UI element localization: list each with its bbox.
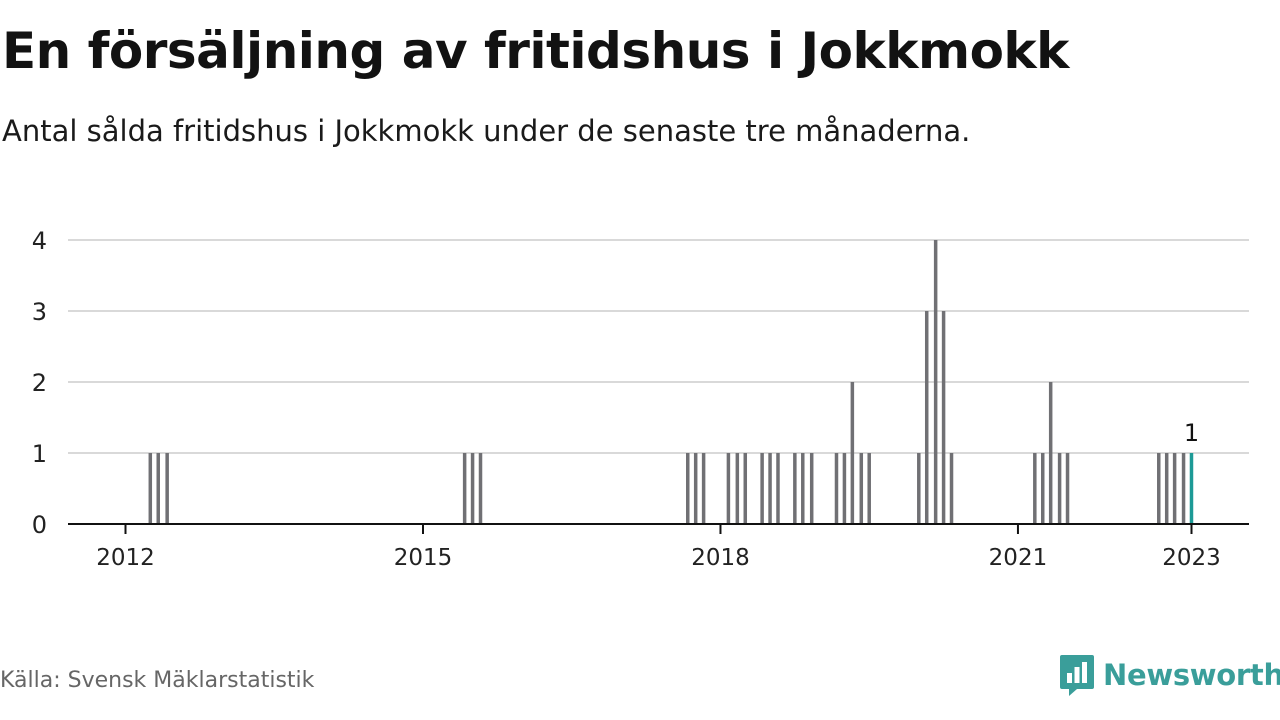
- chart-title: En försäljning av fritidshus i Jokkmokk: [2, 22, 1069, 80]
- bar: [933, 240, 938, 524]
- bar: [1181, 453, 1186, 524]
- bar: [693, 453, 698, 524]
- bar: [1065, 453, 1070, 524]
- bar-chart: 0 1 2 3 4 1 2012 2015 2018 2021 2023: [32, 227, 1249, 571]
- bar: [917, 453, 921, 524]
- y-tick-label: 1: [32, 440, 47, 468]
- bar: [1164, 453, 1169, 524]
- bar: [924, 311, 929, 524]
- brand-logo: Newsworthy: [1059, 653, 1280, 697]
- bar: [701, 453, 706, 524]
- bar: [850, 382, 855, 524]
- bar: [768, 453, 772, 524]
- bar: [776, 453, 780, 524]
- brand-name: Newsworthy: [1103, 658, 1280, 692]
- bar: [949, 453, 954, 524]
- bar: [801, 453, 805, 524]
- bar: [867, 453, 871, 524]
- chart-subtitle: Antal sålda fritidshus i Jokkmokk under …: [2, 114, 971, 148]
- bar: [859, 453, 864, 524]
- bar: [760, 453, 764, 524]
- x-tick-label: 2012: [96, 545, 155, 571]
- x-tick-label: 2023: [1162, 545, 1221, 571]
- bar: [941, 311, 946, 524]
- bar: [470, 453, 475, 524]
- bar: [1033, 453, 1037, 524]
- bar: [686, 453, 690, 524]
- bar: [165, 453, 169, 524]
- bar: [809, 453, 814, 524]
- bar: [462, 453, 467, 524]
- newsworthy-logo-icon: [1060, 655, 1094, 696]
- bar: [148, 453, 153, 524]
- bar: [842, 453, 847, 524]
- x-tick-label: 2021: [989, 545, 1048, 571]
- bar-highlight: [1189, 453, 1194, 524]
- y-tick-label: 3: [32, 298, 47, 326]
- y-tick-label: 4: [32, 227, 47, 255]
- bar: [793, 453, 797, 524]
- bar: [478, 453, 483, 524]
- bar: [1157, 453, 1161, 524]
- bar: [726, 453, 731, 524]
- source-note: Källa: Svensk Mäklarstatistik: [0, 668, 315, 693]
- bar: [156, 453, 160, 524]
- bar: [1040, 453, 1045, 524]
- bar: [1057, 453, 1062, 524]
- bar: [1172, 453, 1177, 524]
- bar: [1048, 382, 1053, 524]
- bar: [834, 453, 839, 524]
- bar: [735, 453, 740, 524]
- bar: [743, 453, 748, 524]
- data-label: 1: [1184, 419, 1199, 447]
- x-tick-label: 2018: [691, 545, 750, 571]
- y-tick-label: 2: [32, 369, 47, 397]
- y-tick-label: 0: [32, 511, 47, 539]
- x-tick-label: 2015: [394, 545, 453, 571]
